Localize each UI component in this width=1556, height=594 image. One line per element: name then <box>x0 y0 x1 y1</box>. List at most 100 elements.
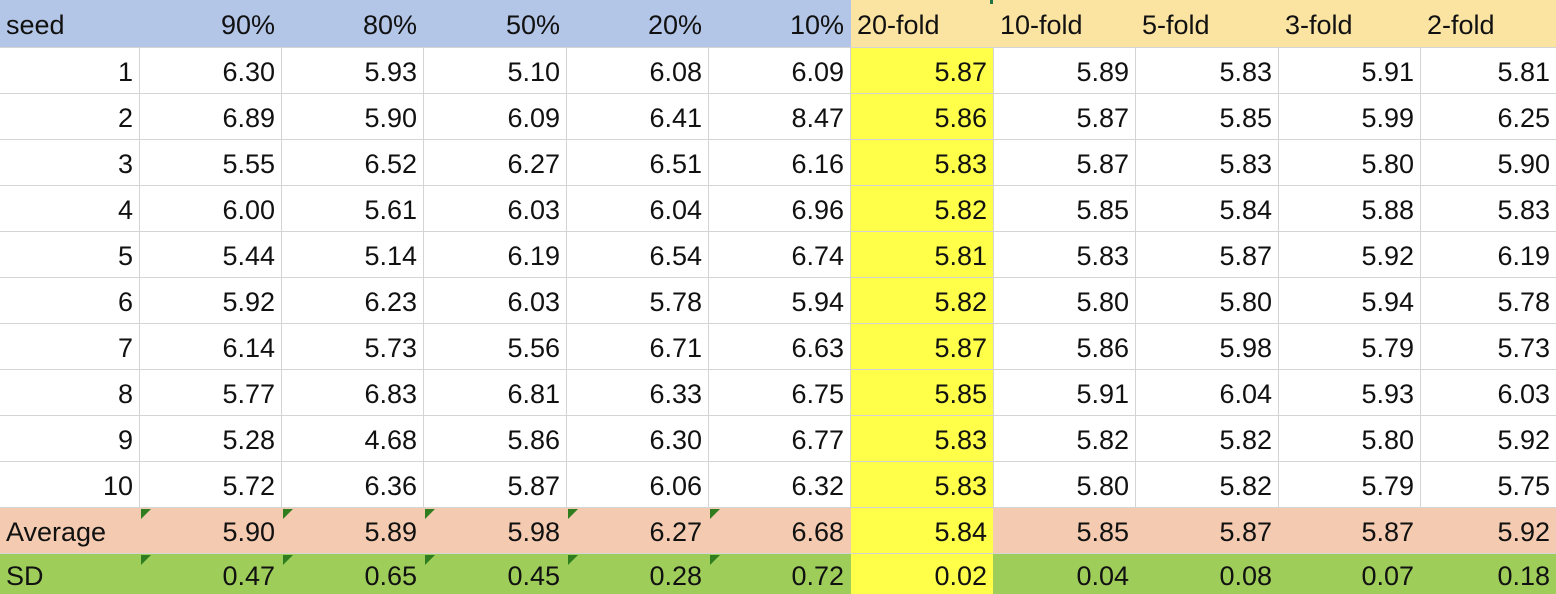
table-cell[interactable]: 6.23 <box>282 278 424 323</box>
table-cell[interactable]: 6.19 <box>1421 232 1556 277</box>
table-cell[interactable]: 5.82 <box>1136 416 1279 461</box>
table-cell[interactable]: 10 <box>0 462 140 507</box>
table-cell[interactable]: 5.89 <box>994 48 1136 93</box>
table-cell[interactable]: 6.32 <box>709 462 851 507</box>
header-cell[interactable]: 20-fold <box>851 0 994 47</box>
table-cell[interactable]: 5.79 <box>1279 324 1421 369</box>
table-cell[interactable]: 6.04 <box>1136 370 1279 415</box>
table-cell[interactable]: 6.36 <box>282 462 424 507</box>
table-cell[interactable]: 6.77 <box>709 416 851 461</box>
header-cell[interactable]: 2-fold <box>1421 0 1556 47</box>
table-cell[interactable]: 6.83 <box>282 370 424 415</box>
header-cell[interactable]: 10% <box>709 0 851 47</box>
table-cell[interactable]: 5.92 <box>140 278 282 323</box>
table-cell[interactable]: 5.82 <box>851 278 994 323</box>
table-cell[interactable]: 5.93 <box>282 48 424 93</box>
table-cell[interactable]: 4 <box>0 186 140 231</box>
table-cell[interactable]: 6.27 <box>424 140 567 185</box>
table-cell[interactable]: 5.83 <box>851 140 994 185</box>
table-cell[interactable]: 5.98 <box>1136 324 1279 369</box>
table-cell[interactable]: 5.85 <box>1136 94 1279 139</box>
table-cell[interactable]: 5.83 <box>1421 186 1556 231</box>
table-cell[interactable]: 6.19 <box>424 232 567 277</box>
table-cell[interactable]: 8.47 <box>709 94 851 139</box>
header-cell[interactable]: 50% <box>424 0 567 47</box>
table-cell[interactable]: 6.52 <box>282 140 424 185</box>
table-cell[interactable]: 6.03 <box>424 186 567 231</box>
table-cell[interactable]: 5.82 <box>1136 462 1279 507</box>
table-cell[interactable]: 5.83 <box>851 462 994 507</box>
table-cell[interactable]: 5.90 <box>282 94 424 139</box>
table-cell[interactable]: 5.85 <box>851 370 994 415</box>
table-cell[interactable]: 6.30 <box>567 416 709 461</box>
table-cell[interactable]: 6.63 <box>709 324 851 369</box>
table-cell[interactable]: 6.09 <box>709 48 851 93</box>
table-cell[interactable]: 5.88 <box>1279 186 1421 231</box>
table-cell[interactable]: 1 <box>0 48 140 93</box>
sd-cell[interactable]: 0.18 <box>1421 554 1556 594</box>
table-cell[interactable]: 5.73 <box>282 324 424 369</box>
table-cell[interactable]: 5.85 <box>994 186 1136 231</box>
table-cell[interactable]: 5.72 <box>140 462 282 507</box>
table-cell[interactable]: 5.73 <box>1421 324 1556 369</box>
average-cell[interactable]: 5.92 <box>1421 508 1556 553</box>
table-cell[interactable]: 6.14 <box>140 324 282 369</box>
table-cell[interactable]: 9 <box>0 416 140 461</box>
header-cell[interactable]: 3-fold <box>1279 0 1421 47</box>
table-cell[interactable]: 8 <box>0 370 140 415</box>
average-cell[interactable]: 5.87 <box>1136 508 1279 553</box>
header-cell[interactable]: 5-fold <box>1136 0 1279 47</box>
table-cell[interactable]: 5.75 <box>1421 462 1556 507</box>
average-cell[interactable]: 5.85 <box>994 508 1136 553</box>
table-cell[interactable]: 5.81 <box>1421 48 1556 93</box>
table-cell[interactable]: 6.03 <box>1421 370 1556 415</box>
table-cell[interactable]: 6.54 <box>567 232 709 277</box>
table-cell[interactable]: 5.91 <box>994 370 1136 415</box>
table-cell[interactable]: 6.04 <box>567 186 709 231</box>
table-cell[interactable]: 6.16 <box>709 140 851 185</box>
table-cell[interactable]: 5.87 <box>1136 232 1279 277</box>
sd-cell[interactable]: 0.65 <box>282 554 424 594</box>
table-cell[interactable]: 5.86 <box>424 416 567 461</box>
table-cell[interactable]: 5.78 <box>567 278 709 323</box>
table-cell[interactable]: 5.80 <box>1136 278 1279 323</box>
table-cell[interactable]: 6.51 <box>567 140 709 185</box>
table-cell[interactable]: 6.74 <box>709 232 851 277</box>
header-cell[interactable]: 90% <box>140 0 282 47</box>
sd-cell[interactable]: 0.28 <box>567 554 709 594</box>
table-cell[interactable]: 5.83 <box>851 416 994 461</box>
table-cell[interactable]: 6.06 <box>567 462 709 507</box>
table-cell[interactable]: 5.83 <box>1136 140 1279 185</box>
table-cell[interactable]: 5.92 <box>1421 416 1556 461</box>
table-cell[interactable]: 5.80 <box>994 278 1136 323</box>
table-cell[interactable]: 5.91 <box>1279 48 1421 93</box>
table-cell[interactable]: 5.87 <box>994 140 1136 185</box>
sd-cell[interactable]: 0.08 <box>1136 554 1279 594</box>
table-cell[interactable]: 5.99 <box>1279 94 1421 139</box>
table-cell[interactable]: 5.82 <box>851 186 994 231</box>
table-cell[interactable]: 5.79 <box>1279 462 1421 507</box>
table-cell[interactable]: 6.71 <box>567 324 709 369</box>
average-cell[interactable]: Average <box>0 508 140 553</box>
average-cell[interactable]: 5.84 <box>851 508 994 553</box>
table-cell[interactable]: 5.87 <box>424 462 567 507</box>
average-cell[interactable]: 5.89 <box>282 508 424 553</box>
average-cell[interactable]: 6.27 <box>567 508 709 553</box>
header-cell[interactable]: 10-fold <box>994 0 1136 47</box>
header-cell[interactable]: 80% <box>282 0 424 47</box>
table-cell[interactable]: 7 <box>0 324 140 369</box>
table-cell[interactable]: 2 <box>0 94 140 139</box>
table-cell[interactable]: 5.80 <box>1279 416 1421 461</box>
table-cell[interactable]: 5.83 <box>994 232 1136 277</box>
table-cell[interactable]: 6 <box>0 278 140 323</box>
table-cell[interactable]: 5.28 <box>140 416 282 461</box>
table-cell[interactable]: 6.09 <box>424 94 567 139</box>
table-cell[interactable]: 6.96 <box>709 186 851 231</box>
table-cell[interactable]: 6.08 <box>567 48 709 93</box>
table-cell[interactable]: 5.78 <box>1421 278 1556 323</box>
sd-cell[interactable]: 0.04 <box>994 554 1136 594</box>
sd-cell[interactable]: SD <box>0 554 140 594</box>
table-cell[interactable]: 6.75 <box>709 370 851 415</box>
table-cell[interactable]: 5.80 <box>994 462 1136 507</box>
sd-cell[interactable]: 0.45 <box>424 554 567 594</box>
